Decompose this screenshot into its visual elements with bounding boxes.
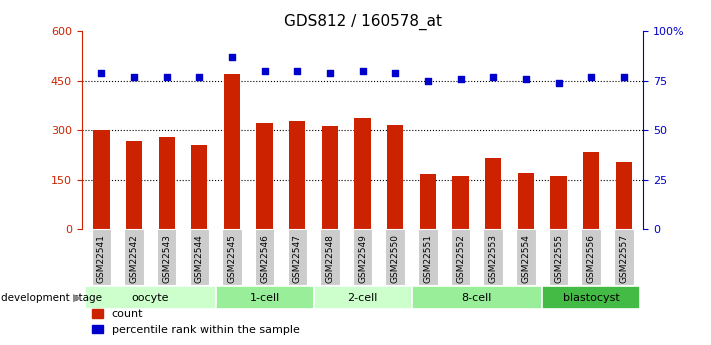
Text: 8-cell: 8-cell xyxy=(461,293,492,303)
Bar xyxy=(419,174,436,229)
Text: GSM22556: GSM22556 xyxy=(587,234,596,283)
Text: GSM22553: GSM22553 xyxy=(488,234,498,283)
Text: GSM22545: GSM22545 xyxy=(228,234,237,283)
Point xyxy=(390,70,401,76)
FancyBboxPatch shape xyxy=(320,229,340,285)
Bar xyxy=(191,145,208,229)
Bar xyxy=(257,123,273,229)
FancyBboxPatch shape xyxy=(314,286,412,309)
Point xyxy=(193,74,205,79)
FancyBboxPatch shape xyxy=(85,286,215,309)
Text: GSM22546: GSM22546 xyxy=(260,234,269,283)
Bar xyxy=(518,173,534,229)
Point xyxy=(455,76,466,81)
Point xyxy=(259,68,270,73)
FancyBboxPatch shape xyxy=(542,286,640,309)
FancyBboxPatch shape xyxy=(451,229,471,285)
FancyBboxPatch shape xyxy=(353,229,373,285)
Text: GSM22543: GSM22543 xyxy=(162,234,171,283)
Bar xyxy=(616,162,632,229)
Text: GSM22541: GSM22541 xyxy=(97,234,106,283)
Bar xyxy=(355,118,370,229)
Text: GSM22548: GSM22548 xyxy=(326,234,334,283)
Text: 1-cell: 1-cell xyxy=(250,293,279,303)
Point xyxy=(226,54,237,60)
FancyBboxPatch shape xyxy=(222,229,242,285)
FancyBboxPatch shape xyxy=(418,229,438,285)
FancyBboxPatch shape xyxy=(190,229,209,285)
FancyBboxPatch shape xyxy=(255,229,274,285)
Bar xyxy=(550,176,567,229)
Text: oocyte: oocyte xyxy=(132,293,169,303)
Point xyxy=(520,76,532,81)
Bar xyxy=(289,121,306,229)
FancyBboxPatch shape xyxy=(215,286,314,309)
Text: GSM22542: GSM22542 xyxy=(129,234,139,283)
Point xyxy=(357,68,368,73)
Text: ▶: ▶ xyxy=(73,293,81,303)
Bar xyxy=(126,141,142,229)
Bar xyxy=(452,176,469,229)
FancyBboxPatch shape xyxy=(287,229,307,285)
Text: 2-cell: 2-cell xyxy=(348,293,378,303)
Text: GSM22547: GSM22547 xyxy=(293,234,301,283)
Point xyxy=(324,70,336,76)
Text: GSM22557: GSM22557 xyxy=(619,234,629,283)
Point xyxy=(618,74,629,79)
Point xyxy=(488,74,499,79)
Text: blastocyst: blastocyst xyxy=(563,293,619,303)
Legend: count, percentile rank within the sample: count, percentile rank within the sample xyxy=(87,305,304,339)
Point xyxy=(96,70,107,76)
Bar xyxy=(485,158,501,229)
Point xyxy=(161,74,172,79)
FancyBboxPatch shape xyxy=(549,229,568,285)
FancyBboxPatch shape xyxy=(614,229,634,285)
Text: GSM22555: GSM22555 xyxy=(554,234,563,283)
Text: GSM22551: GSM22551 xyxy=(424,234,432,283)
Title: GDS812 / 160578_at: GDS812 / 160578_at xyxy=(284,13,442,30)
FancyBboxPatch shape xyxy=(124,229,144,285)
Text: GSM22549: GSM22549 xyxy=(358,234,367,283)
Text: GSM22550: GSM22550 xyxy=(391,234,400,283)
FancyBboxPatch shape xyxy=(92,229,111,285)
FancyBboxPatch shape xyxy=(157,229,176,285)
Bar xyxy=(93,130,109,229)
Text: GSM22552: GSM22552 xyxy=(456,234,465,283)
Point xyxy=(586,74,597,79)
Point xyxy=(553,80,565,85)
Point xyxy=(128,74,139,79)
Bar xyxy=(583,152,599,229)
Text: GSM22554: GSM22554 xyxy=(521,234,530,283)
Text: GSM22544: GSM22544 xyxy=(195,234,204,283)
FancyBboxPatch shape xyxy=(582,229,601,285)
Bar xyxy=(159,137,175,229)
Bar xyxy=(387,125,403,229)
FancyBboxPatch shape xyxy=(385,229,405,285)
FancyBboxPatch shape xyxy=(516,229,535,285)
Bar xyxy=(322,126,338,229)
Point xyxy=(292,68,303,73)
FancyBboxPatch shape xyxy=(412,286,542,309)
Point xyxy=(422,78,434,83)
Bar xyxy=(224,74,240,229)
FancyBboxPatch shape xyxy=(483,229,503,285)
Text: development stage: development stage xyxy=(1,293,102,303)
